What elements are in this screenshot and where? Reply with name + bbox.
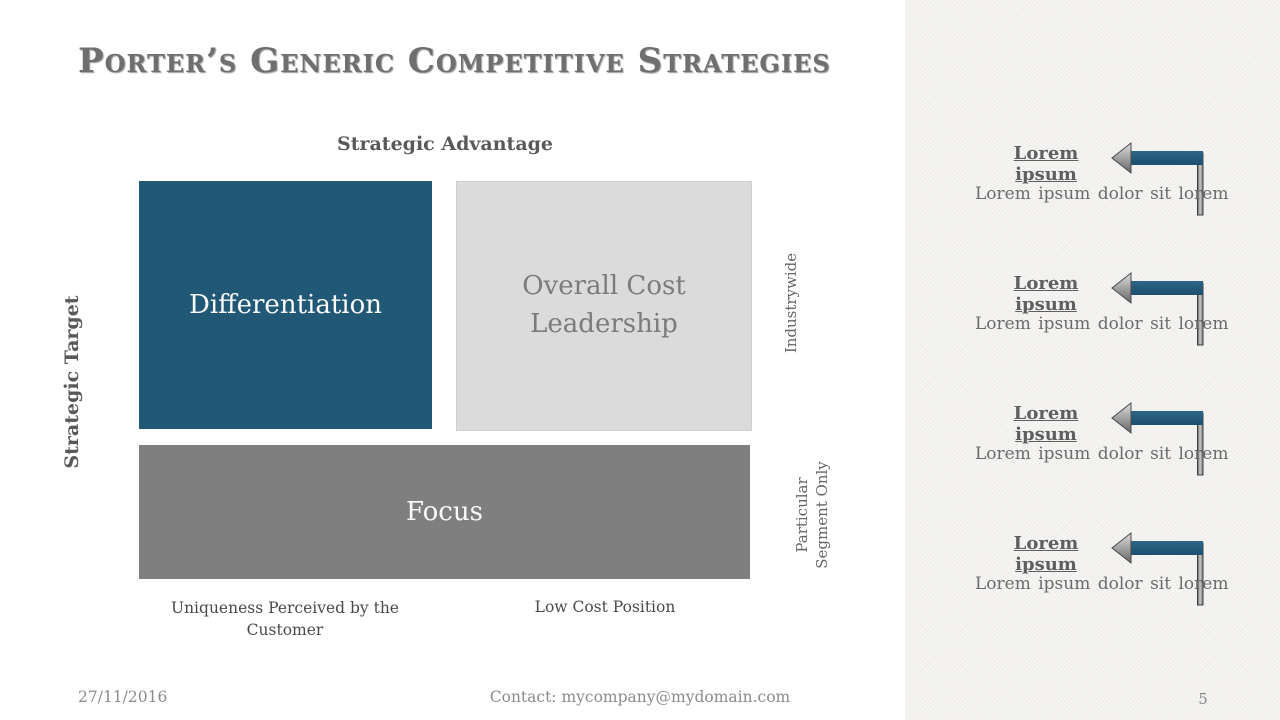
cell-differentiation: Differentiation xyxy=(139,181,432,429)
slide-title: Porter’s Generic Competitive Strategies xyxy=(78,40,831,81)
sidebar-item-1-description: Lorem ipsum dolor sit lorem xyxy=(975,184,1229,204)
sidebar-item-3-description: Lorem ipsum dolor sit lorem xyxy=(975,444,1229,464)
bent-arrow-left-icon xyxy=(1111,401,1204,476)
row-label-particular-segment: Particular Segment Only xyxy=(792,461,831,569)
footer-contact: Contact: mycompany@mydomain.com xyxy=(489,688,791,706)
sidebar-panel xyxy=(905,0,1280,720)
sidebar-item-2-description: Lorem ipsum dolor sit lorem xyxy=(975,314,1229,334)
cell-overall-cost-leadership-label: Overall Cost Leadership xyxy=(522,271,686,339)
sidebar-item-2-title[interactable]: Lorem ipsum xyxy=(1013,273,1079,315)
cell-differentiation-label: Differentiation xyxy=(188,290,382,320)
strategic-advantage-label: Strategic Advantage xyxy=(336,133,554,155)
cell-focus: Focus xyxy=(139,445,750,579)
column-note-low-cost: Low Cost Position xyxy=(534,598,676,616)
bent-arrow-left-icon xyxy=(1111,271,1204,346)
bent-arrow-left-icon xyxy=(1111,531,1204,606)
cell-overall-cost-leadership: Overall Cost Leadership xyxy=(456,181,752,431)
sidebar-item-1-title[interactable]: Lorem ipsum xyxy=(1013,143,1079,185)
strategic-target-label: Strategic Target xyxy=(61,295,83,469)
sidebar-item-3-title[interactable]: Lorem ipsum xyxy=(1013,403,1079,445)
cell-focus-label: Focus xyxy=(406,497,483,527)
footer-date: 27/11/2016 xyxy=(78,688,168,706)
sidebar-item-4-title[interactable]: Lorem ipsum xyxy=(1013,533,1079,575)
column-note-uniqueness: Uniqueness Perceived by the Customer xyxy=(171,599,399,640)
row-label-industrywide: Industrywide xyxy=(782,252,800,354)
bent-arrow-left-icon xyxy=(1111,141,1204,216)
sidebar-item-4-description: Lorem ipsum dolor sit lorem xyxy=(975,574,1229,594)
page-number: 5 xyxy=(1198,690,1208,708)
